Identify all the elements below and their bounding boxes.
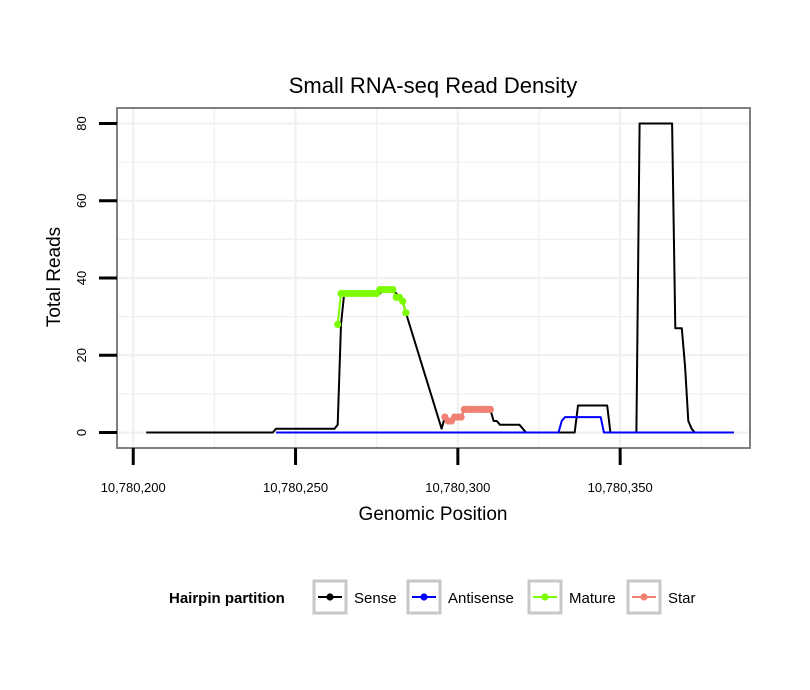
- series-mature-point: [399, 297, 407, 305]
- legend-point-star: [640, 593, 648, 601]
- series-mature-point: [389, 286, 397, 294]
- series-mature-point: [334, 320, 342, 328]
- series-star-point: [486, 405, 494, 413]
- y-tick-label: 0: [74, 429, 89, 436]
- series-star-point: [457, 413, 465, 421]
- series-antisense-line: [276, 416, 734, 434]
- y-tick-label: 80: [74, 116, 89, 130]
- x-axis-title: Genomic Position: [359, 504, 508, 525]
- x-tick-label: 10,780,200: [101, 480, 166, 495]
- y-tick-label: 40: [74, 271, 89, 285]
- legend: Hairpin partition Sense Antisense Mature Sta…: [169, 579, 696, 615]
- axes: 0 20 40 60 80 10,780,200 10,780,250 10,780,300 1…: [74, 107, 751, 495]
- legend-label-mature: Mature: [569, 590, 616, 607]
- series-layer: [146, 122, 734, 434]
- x-tick-label: 10,780,350: [588, 480, 653, 495]
- x-tick-label: 10,780,250: [263, 480, 328, 495]
- legend-point-antisense: [420, 593, 428, 601]
- series-mature-point: [402, 309, 410, 317]
- chart-title: Small RNA-seq Read Density: [289, 73, 578, 98]
- legend-label-sense: Sense: [354, 590, 397, 607]
- x-tick-label: 10,780,300: [425, 480, 490, 495]
- legend-label-star: Star: [668, 590, 696, 607]
- legend-point-mature: [541, 593, 549, 601]
- legend-point-sense: [326, 593, 334, 601]
- legend-label-antisense: Antisense: [448, 590, 514, 607]
- legend-title: Hairpin partition: [169, 590, 285, 607]
- y-tick-label: 60: [74, 193, 89, 207]
- y-tick-label: 20: [74, 348, 89, 362]
- y-axis-title: Total Reads: [44, 227, 65, 327]
